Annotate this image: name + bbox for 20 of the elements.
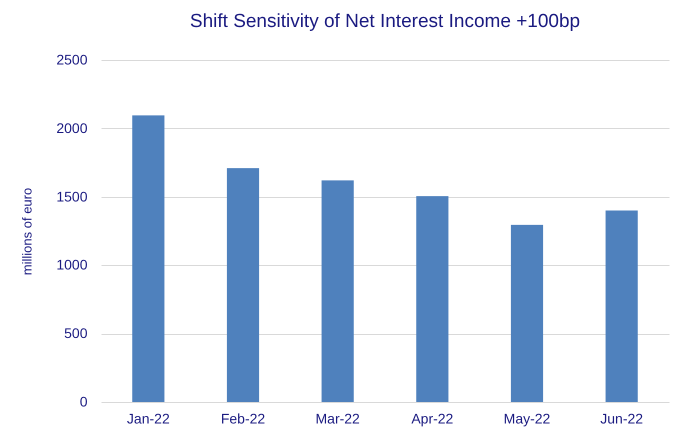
bar — [132, 115, 164, 402]
bar — [606, 210, 638, 402]
x-tick-label: Apr-22 — [411, 410, 454, 426]
x-tick-label: Feb-22 — [220, 410, 266, 426]
y-tick-label: 500 — [64, 325, 88, 342]
bar — [226, 168, 260, 402]
y-tick-label: 1500 — [56, 188, 88, 204]
x-tick-label: Mar-22 — [315, 410, 360, 426]
bar — [510, 224, 544, 402]
y-tick-label: 0 — [80, 394, 88, 410]
y-tick-label: 1000 — [56, 256, 88, 273]
bar — [416, 196, 448, 402]
chart-title: Shift Sensitivity of Net Interest Income +100bp — [190, 11, 580, 32]
bar — [322, 180, 354, 402]
x-tick-label: Jun-22 — [600, 410, 644, 426]
y-axis-title: millions of euro — [19, 188, 34, 276]
y-tick-label: 2500 — [56, 52, 88, 68]
x-tick-label: May-22 — [504, 410, 551, 426]
x-tick-label: Jan-22 — [126, 410, 170, 426]
y-tick-label: 2000 — [56, 120, 88, 136]
